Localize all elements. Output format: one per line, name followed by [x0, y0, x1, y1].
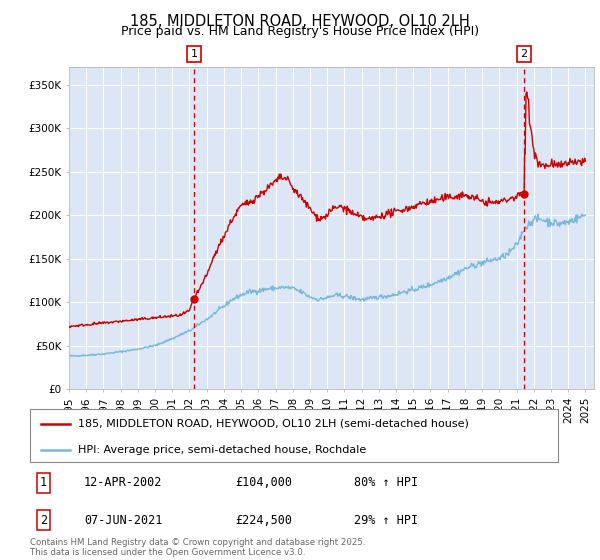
Text: 2: 2 [521, 49, 527, 59]
Text: 29% ↑ HPI: 29% ↑ HPI [354, 514, 418, 526]
Text: £224,500: £224,500 [235, 514, 292, 526]
Text: 07-JUN-2021: 07-JUN-2021 [84, 514, 163, 526]
Text: 1: 1 [191, 49, 198, 59]
Text: Price paid vs. HM Land Registry's House Price Index (HPI): Price paid vs. HM Land Registry's House … [121, 25, 479, 38]
Text: 12-APR-2002: 12-APR-2002 [84, 477, 163, 489]
Text: 1: 1 [40, 477, 47, 489]
FancyBboxPatch shape [30, 409, 558, 462]
Text: £104,000: £104,000 [235, 477, 292, 489]
Text: 80% ↑ HPI: 80% ↑ HPI [354, 477, 418, 489]
Text: Contains HM Land Registry data © Crown copyright and database right 2025.
This d: Contains HM Land Registry data © Crown c… [30, 538, 365, 557]
Text: 185, MIDDLETON ROAD, HEYWOOD, OL10 2LH (semi-detached house): 185, MIDDLETON ROAD, HEYWOOD, OL10 2LH (… [77, 419, 469, 429]
Text: HPI: Average price, semi-detached house, Rochdale: HPI: Average price, semi-detached house,… [77, 445, 366, 455]
Text: 2: 2 [40, 514, 47, 526]
Text: 185, MIDDLETON ROAD, HEYWOOD, OL10 2LH: 185, MIDDLETON ROAD, HEYWOOD, OL10 2LH [130, 14, 470, 29]
